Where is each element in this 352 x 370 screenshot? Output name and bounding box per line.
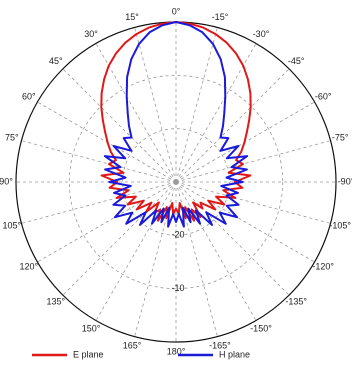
- grid-spoke: [21, 181, 177, 224]
- series-layer: [100, 21, 252, 228]
- grid-spoke: [62, 68, 177, 183]
- grid-spoke: [134, 27, 177, 183]
- angle-tick-label: -150°: [250, 324, 272, 334]
- angle-tick-label: -120°: [312, 261, 334, 271]
- grid-spoke: [37, 181, 177, 263]
- legend-label: H plane: [219, 349, 250, 359]
- tick-labels: 0° 15° 30° 45° 60° 75° 90° 105° 120° 135° 150° 165°…: [0, 6, 352, 356]
- grid-spoke: [175, 27, 218, 183]
- grid-spoke: [175, 181, 331, 224]
- legend-label: E plane: [73, 349, 104, 359]
- angle-tick-label: -30°: [253, 29, 270, 39]
- angle-tick-label: 105°: [2, 220, 21, 230]
- grid-ring: [68, 74, 284, 290]
- angle-tick-label: -165°: [209, 341, 231, 351]
- angle-tick-label: 60°: [22, 91, 36, 101]
- grid-spoke: [175, 43, 257, 183]
- angle-tick-label: 150°: [82, 324, 101, 334]
- legend: E plane H plane: [32, 349, 250, 359]
- angle-tick-label: 135°: [46, 297, 65, 307]
- grid-spoke: [175, 140, 331, 183]
- angle-tick-label: 0°: [172, 6, 181, 16]
- grid-ring: [122, 128, 230, 236]
- angle-tick-label: -90°: [338, 176, 352, 186]
- grid-spoke: [175, 181, 257, 321]
- angle-tick-label: 120°: [19, 261, 38, 271]
- radial-tick-label: -20: [171, 230, 184, 240]
- grid-spoke: [62, 181, 177, 296]
- grid-spoke: [95, 43, 177, 183]
- angle-tick-label: 15°: [125, 12, 139, 22]
- grid-spoke: [175, 68, 290, 183]
- grid-spoke: [175, 181, 290, 296]
- angle-tick-label: 75°: [5, 132, 19, 142]
- radial-tick-label: -10: [171, 283, 184, 293]
- angle-tick-label: -105°: [329, 220, 351, 230]
- angle-tick-label: 180°: [167, 346, 186, 356]
- grid-spoke: [95, 181, 177, 321]
- angle-tick-label: -15°: [212, 12, 229, 22]
- angle-tick-label: -75°: [332, 132, 349, 142]
- grid-spoke: [175, 181, 315, 263]
- angle-tick-label: -45°: [288, 56, 305, 66]
- angle-tick-label: -135°: [285, 297, 307, 307]
- polar-grid: [15, 21, 337, 343]
- angle-tick-label: 90°: [0, 176, 13, 186]
- series-line: [100, 21, 252, 222]
- angle-tick-label: 45°: [49, 56, 63, 66]
- angle-tick-label: -60°: [315, 91, 332, 101]
- angle-tick-label: 165°: [123, 341, 142, 351]
- grid-spoke: [21, 140, 177, 183]
- angle-tick-label: 30°: [84, 29, 98, 39]
- series-line: [103, 21, 249, 228]
